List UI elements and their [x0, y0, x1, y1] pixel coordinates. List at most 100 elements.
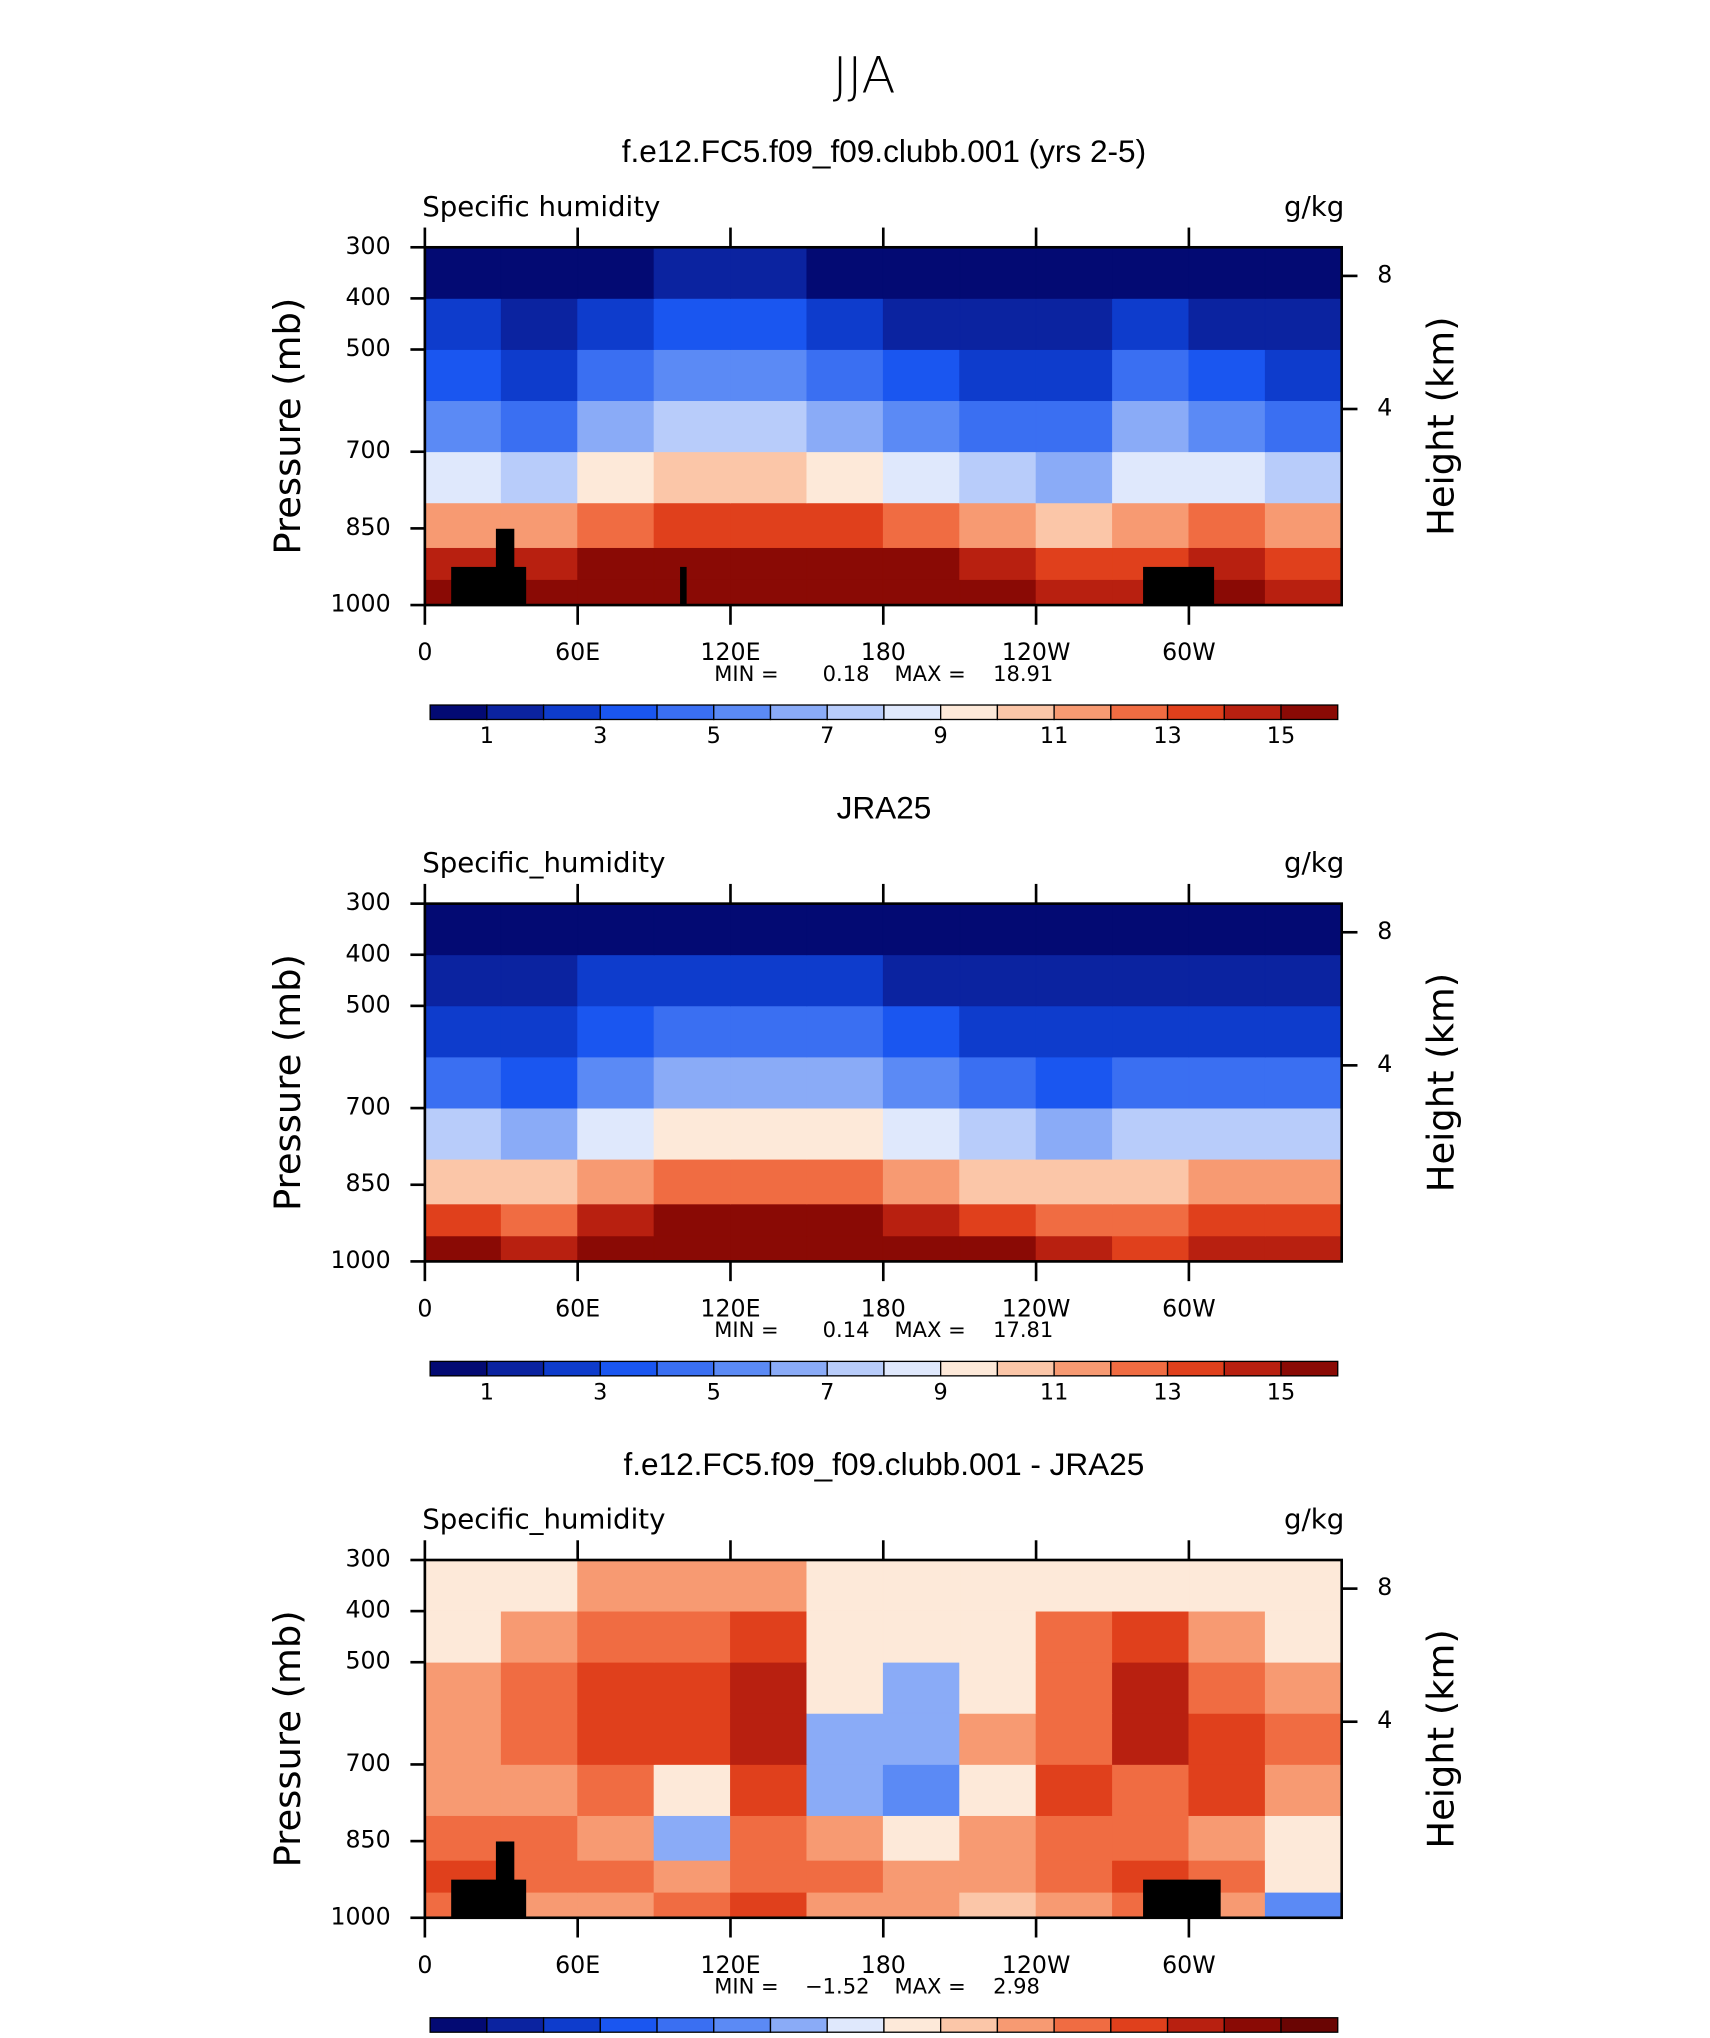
contour-cell [1035, 1859, 1113, 1893]
contour-cell [577, 1859, 655, 1893]
colorbar-box [713, 704, 772, 721]
contour-cell [1035, 954, 1113, 1007]
contour-cell [1264, 1764, 1343, 1816]
contour-cell [730, 1859, 808, 1893]
topography-mask [1143, 566, 1215, 606]
variable-label: Specific humidity [422, 190, 660, 223]
contour-cell [882, 1203, 961, 1237]
contour-cell [424, 502, 502, 548]
contour-cell [959, 1610, 1037, 1663]
y-tick-label: 1000 [330, 590, 390, 618]
contour-cell [1188, 1056, 1266, 1109]
contour-cell [806, 1559, 884, 1612]
colorbar-box [486, 704, 545, 721]
contour-cell [1264, 1891, 1343, 1919]
contour-cell [959, 1158, 1037, 1205]
panel-title: f.e12.FC5.f09_f09.clubb.001 - JRA25 [624, 1446, 1145, 1482]
x-tick-label: 0 [417, 1295, 432, 1323]
contour-cell [959, 451, 1037, 504]
colorbar-box [940, 1360, 999, 1377]
y2-tick-label: 8 [1377, 917, 1392, 945]
contour-cell [806, 1859, 884, 1893]
contour-cell [653, 451, 731, 504]
contour-cell [1188, 1610, 1266, 1663]
contour-cell [653, 1235, 731, 1262]
contour-cell [424, 1815, 502, 1861]
contour-cell [806, 349, 884, 402]
y-tick-label: 700 [346, 1093, 391, 1121]
units-label: g/kg [1284, 190, 1344, 223]
contour-cell [500, 246, 579, 299]
max-value: 17.81 [993, 1317, 1053, 1342]
contour-cell [806, 1107, 884, 1160]
contour-cell [1035, 349, 1113, 402]
contour-cell [1188, 903, 1266, 956]
colorbar-box [826, 2017, 885, 2033]
colorbar-label: 3 [593, 1379, 607, 1405]
contour-cell [653, 547, 731, 580]
colorbar-box [1280, 704, 1339, 721]
contour-cell [730, 1712, 808, 1765]
contour-cell [959, 400, 1037, 453]
colorbar-box [542, 1360, 601, 1377]
contour-cell [882, 1712, 961, 1765]
contour-cell [577, 954, 655, 1007]
contour-cell [730, 298, 808, 350]
colorbar-box [1053, 2017, 1112, 2033]
max-label: MAX = [894, 661, 965, 686]
contour-cell [500, 1107, 579, 1160]
min-label: MIN = [714, 1317, 778, 1342]
contour-cell [959, 1891, 1037, 1919]
colorbar-box [996, 2017, 1055, 2033]
contour-cell [806, 1203, 884, 1237]
contour-cell [959, 1559, 1037, 1612]
y2-tick-label: 4 [1377, 394, 1392, 422]
contour-cell [730, 349, 808, 402]
contour-cell [577, 349, 655, 402]
contour-cell [500, 903, 579, 956]
colorbar-label: 3 [593, 723, 607, 749]
contour-cell [577, 1815, 655, 1861]
y-tick-label: 300 [346, 1545, 391, 1573]
contour-cell [1035, 1107, 1113, 1160]
y-tick-label: 400 [346, 283, 391, 311]
contour-cell [1188, 298, 1266, 350]
topography-mask [680, 566, 687, 606]
contour-cell [806, 954, 884, 1007]
y-tick-label: 500 [346, 1647, 391, 1675]
colorbar-box [1223, 704, 1282, 721]
max-label: MAX = [894, 1973, 965, 1998]
y-tick-label: 400 [346, 939, 391, 967]
colorbar-box [826, 1360, 885, 1377]
y-tick-label: 400 [346, 1596, 391, 1624]
y-tick-label: 700 [346, 436, 391, 464]
contour-cell [806, 903, 884, 956]
contour-cell [1188, 400, 1266, 453]
colorbar-label: 5 [707, 1379, 721, 1405]
colorbar-box [940, 2017, 999, 2033]
contour-cell [577, 1661, 655, 1714]
y2-tick-label: 8 [1377, 1573, 1392, 1601]
contour-cell [806, 1056, 884, 1109]
colorbar-box [826, 704, 885, 721]
contour-cell [959, 1712, 1037, 1765]
contour-cell [1188, 502, 1266, 548]
contour-cell [882, 1661, 961, 1714]
contour-cell [653, 349, 731, 402]
contour-cell [882, 1859, 961, 1893]
contour-cell [1264, 1610, 1343, 1663]
contour-cell [653, 1158, 731, 1205]
y2-axis-title: Height (km) [1419, 1629, 1462, 1848]
colorbar-box [1053, 704, 1112, 721]
colorbar-label: 1.5 [1207, 2036, 1243, 2038]
colorbar-box [1110, 1360, 1169, 1377]
contour-cell [424, 1764, 502, 1816]
contour-cell [424, 400, 502, 453]
contour-cell [424, 1712, 502, 1765]
contour-cell [1264, 451, 1343, 504]
contour-cell [1035, 1815, 1113, 1861]
contour-cell [959, 502, 1037, 548]
contour-cell [500, 349, 579, 402]
min-label: MIN = [714, 661, 778, 686]
contour-cell [806, 1610, 884, 1663]
